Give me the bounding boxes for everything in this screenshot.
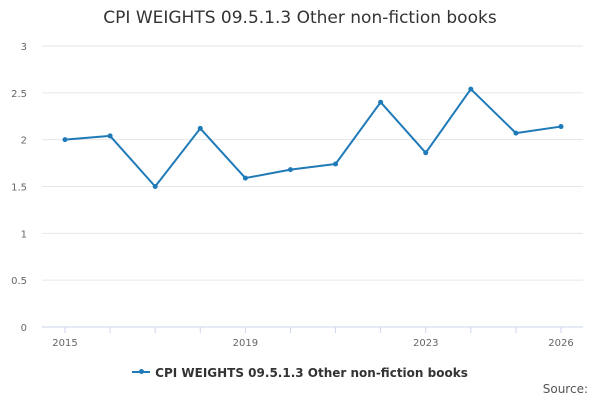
legend-swatch: [132, 368, 151, 374]
data-point[interactable]: [242, 175, 248, 181]
x-axis: [42, 326, 583, 333]
chart-title: CPI WEIGHTS 09.5.1.3 Other non-fiction b…: [103, 8, 497, 28]
y-tick-label: 3: [21, 42, 27, 53]
x-tick-label: 2026: [548, 338, 573, 349]
legend-label: CPI WEIGHTS 09.5.1.3 Other non-fiction b…: [155, 366, 468, 380]
data-point[interactable]: [513, 130, 519, 136]
data-point[interactable]: [152, 184, 158, 189]
x-tick-label: 2019: [233, 338, 258, 349]
data-point[interactable]: [423, 150, 429, 156]
data-point[interactable]: [378, 99, 384, 105]
y-tick-label: 0: [21, 323, 27, 334]
y-tick-label: 2: [21, 136, 27, 147]
x-tick-label: 2023: [413, 338, 438, 349]
y-tick-label: 2.5: [11, 89, 27, 100]
data-point[interactable]: [333, 161, 339, 167]
gridlines: [42, 45, 583, 281]
y-tick-label: 1: [21, 229, 27, 240]
data-point[interactable]: [62, 137, 68, 143]
data-point[interactable]: [558, 124, 564, 130]
data-point[interactable]: [468, 86, 474, 92]
data-point[interactable]: [197, 125, 203, 131]
source-label: Source:: [542, 382, 588, 396]
data-point[interactable]: [287, 167, 293, 173]
data-point[interactable]: [107, 133, 113, 139]
y-axis: 0 0.5 1 1.5 2 2.5 3: [11, 42, 27, 334]
series-line: [64, 88, 562, 188]
y-tick-label: 0.5: [11, 276, 27, 287]
x-tick-label: 2015: [52, 338, 77, 349]
x-axis-labels: 2015 2019 2023 2026: [52, 338, 573, 349]
legend[interactable]: CPI WEIGHTS 09.5.1.3 Other non-fiction b…: [0, 366, 600, 380]
y-tick-label: 1.5: [11, 183, 27, 194]
series-layer: [62, 86, 564, 189]
